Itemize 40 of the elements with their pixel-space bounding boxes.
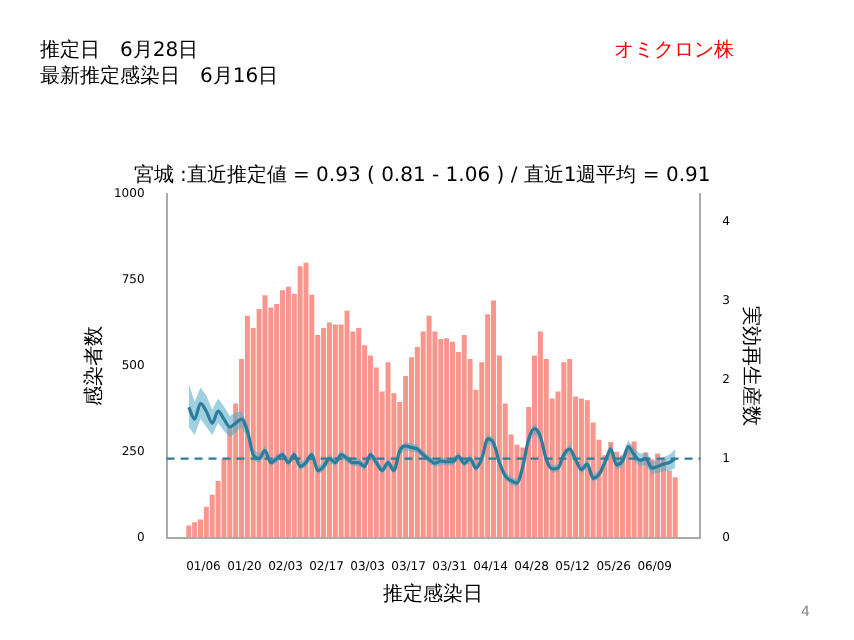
- bar: [567, 358, 573, 538]
- text: 推定日 6月28日: [40, 40, 199, 64]
- bar: [649, 459, 655, 538]
- bar: [461, 334, 467, 538]
- bar: [643, 452, 649, 538]
- bar: [561, 362, 567, 538]
- bar: [303, 262, 309, 538]
- bar: [438, 339, 444, 538]
- bar: [192, 522, 198, 538]
- bar: [385, 362, 391, 538]
- bar: [578, 398, 584, 538]
- bar: [660, 458, 666, 538]
- bar: [450, 341, 455, 538]
- bar: [244, 315, 250, 538]
- bar: [444, 338, 450, 538]
- bar: [625, 444, 631, 538]
- bar: [426, 315, 432, 538]
- bar: [321, 328, 327, 538]
- bar: [332, 324, 338, 538]
- bar: [262, 295, 268, 538]
- bar: [344, 310, 350, 538]
- y2-axis-title: 実効再生産数: [738, 305, 763, 426]
- bar: [186, 525, 192, 538]
- bar: [655, 453, 661, 538]
- bar: [356, 328, 362, 538]
- bar: [326, 322, 332, 538]
- x-axis-title: 推定感染日: [383, 581, 484, 606]
- text: 最新推定感染日 6月16日: [40, 66, 279, 90]
- chart-title: 宮城 :直近推定値 = 0.93 ( 0.81 - 1.06 ) / 直近1週平均 = 0.91: [133, 163, 711, 188]
- bar: [672, 477, 678, 538]
- text: オミクロン株: [614, 40, 734, 64]
- bar: [584, 400, 590, 538]
- bar: [608, 442, 614, 538]
- bar: [285, 286, 291, 538]
- bar: [491, 300, 497, 538]
- bar: [537, 331, 543, 538]
- y-axis-title: 感染者数: [81, 325, 106, 406]
- bar: [280, 290, 286, 538]
- bar: [631, 441, 637, 538]
- bar: [297, 266, 303, 538]
